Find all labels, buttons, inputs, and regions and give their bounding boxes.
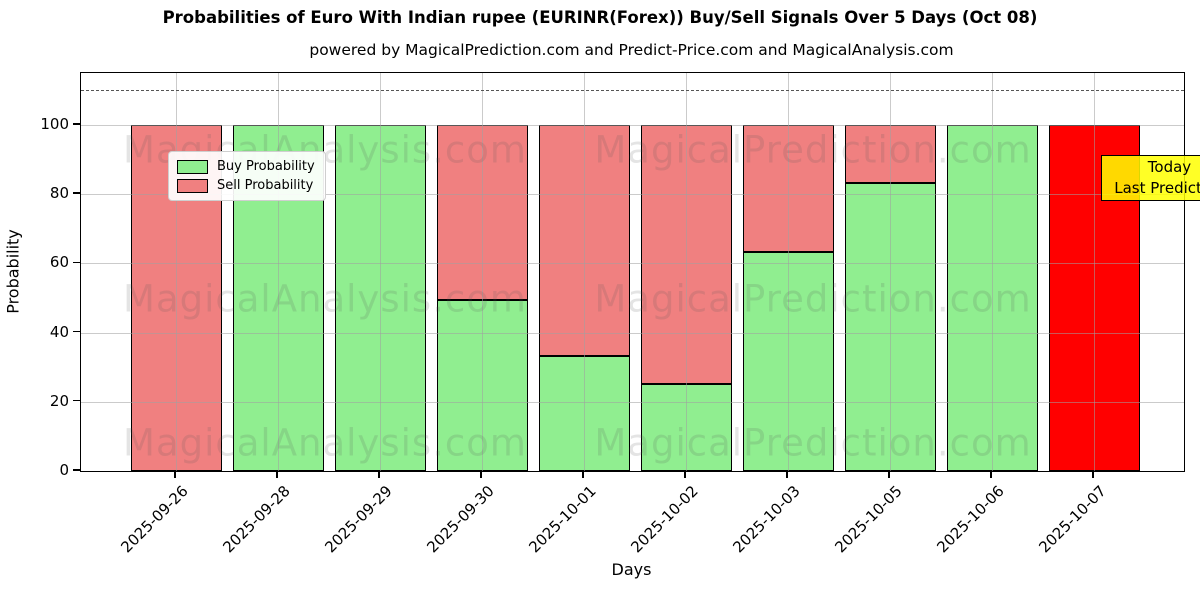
watermark-magicalprediction: MagicalPrediction.com xyxy=(594,421,1032,465)
y-tick-mark xyxy=(73,330,80,333)
watermark-magicalprediction: MagicalPrediction.com xyxy=(594,277,1032,321)
y-tick-mark xyxy=(73,123,80,125)
y-tick-label: 80 xyxy=(49,184,69,203)
horizontal-gridline xyxy=(81,194,1184,196)
vertical-gridline xyxy=(686,73,687,471)
x-tick-label: 2025-09-26 xyxy=(117,481,266,556)
vertical-gridline xyxy=(380,73,381,471)
watermark-magicalanalysis: MagicalAnalysis.com xyxy=(123,421,527,465)
x-tick-mark xyxy=(582,471,584,478)
buy-color-swatch xyxy=(177,159,208,174)
chart-title: Probabilities of Euro With Indian rupee … xyxy=(162,8,1038,27)
chart-subtitle: powered by MagicalPrediction.com and Pre… xyxy=(309,41,954,59)
x-tick-mark xyxy=(174,471,176,478)
x-axis-label: Days xyxy=(611,560,652,579)
x-tick-label: 2025-09-30 xyxy=(423,481,572,556)
x-tick-mark xyxy=(378,471,380,478)
y-tick-label: 100 xyxy=(40,114,69,133)
x-tick-mark xyxy=(1092,471,1094,478)
x-tick-mark xyxy=(276,471,278,478)
y-tick-mark xyxy=(73,261,80,264)
vertical-gridline xyxy=(1094,73,1095,471)
horizontal-gridline xyxy=(81,332,1184,334)
x-tick-label: 2025-10-07 xyxy=(1035,481,1184,556)
horizontal-gridline xyxy=(81,401,1184,403)
today-annotation-line2: Last Prediction xyxy=(1114,179,1200,197)
y-tick-label: 0 xyxy=(59,461,69,479)
x-tick-label-text: 2025-09-26 xyxy=(117,482,192,557)
y-tick-mark xyxy=(73,400,80,402)
today-annotation-box: Today Last Prediction xyxy=(1101,155,1200,201)
y-tick-label: 60 xyxy=(49,253,69,272)
x-tick-mark xyxy=(888,471,890,478)
x-tick-mark xyxy=(480,471,482,478)
legend-label-sell: Sell Probability xyxy=(217,178,314,193)
y-tick-mark xyxy=(73,469,80,471)
vertical-gridline xyxy=(278,73,279,471)
x-tick-mark xyxy=(684,471,686,478)
x-tick-label: 2025-09-29 xyxy=(321,481,470,556)
x-tick-label: 2025-09-28 xyxy=(219,481,368,556)
horizontal-gridline xyxy=(81,124,1184,126)
plot-area: Buy Probability Sell Probability Today L… xyxy=(80,72,1200,472)
horizontal-gridline xyxy=(81,263,1184,265)
vertical-gridline xyxy=(584,73,585,471)
y-tick-label: 20 xyxy=(49,391,69,410)
vertical-gridline xyxy=(482,73,483,471)
dashed-threshold-line xyxy=(81,90,1184,92)
vertical-gridline xyxy=(890,73,891,471)
x-tick-label: 2025-10-05 xyxy=(831,481,980,556)
chart-legend: Buy Probability Sell Probability xyxy=(168,151,326,201)
y-tick-mark xyxy=(73,192,80,194)
vertical-gridline xyxy=(788,73,789,471)
y-axis-label: Probability xyxy=(3,229,23,314)
plot-canvas xyxy=(81,73,1184,471)
x-tick-label: 2025-10-02 xyxy=(627,481,776,556)
vertical-gridline xyxy=(176,73,177,471)
legend-item-sell: Sell Probability xyxy=(177,176,317,195)
sell-color-swatch xyxy=(177,178,208,193)
vertical-gridline xyxy=(992,73,993,471)
today-annotation-line1: Today xyxy=(1147,158,1192,176)
y-tick-label: 40 xyxy=(49,322,69,341)
watermark-magicalanalysis: MagicalAnalysis.com xyxy=(123,277,527,321)
x-tick-label: 2025-10-03 xyxy=(729,481,878,556)
watermark-magicalprediction: MagicalPrediction.com xyxy=(594,128,1032,172)
x-tick-label: 2025-10-06 xyxy=(933,481,1082,556)
legend-item-buy: Buy Probability xyxy=(177,157,317,176)
x-tick-label: 2025-10-01 xyxy=(525,481,674,556)
x-tick-mark xyxy=(786,471,788,478)
legend-label-buy: Buy Probability xyxy=(217,159,315,174)
x-tick-mark xyxy=(990,471,992,478)
